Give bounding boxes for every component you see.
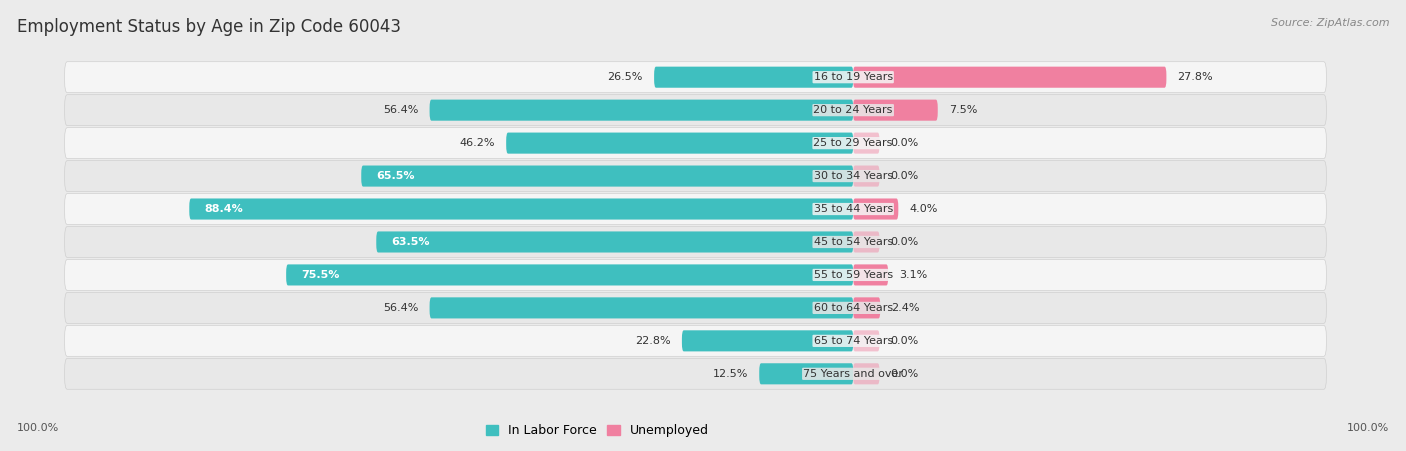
FancyBboxPatch shape bbox=[65, 358, 1326, 389]
Text: 30 to 34 Years: 30 to 34 Years bbox=[814, 171, 893, 181]
Legend: In Labor Force, Unemployed: In Labor Force, Unemployed bbox=[481, 419, 714, 442]
FancyBboxPatch shape bbox=[65, 62, 1326, 93]
FancyBboxPatch shape bbox=[377, 231, 853, 253]
FancyBboxPatch shape bbox=[65, 128, 1326, 159]
Text: 27.8%: 27.8% bbox=[1178, 72, 1213, 82]
FancyBboxPatch shape bbox=[430, 297, 853, 318]
Text: 46.2%: 46.2% bbox=[460, 138, 495, 148]
FancyBboxPatch shape bbox=[287, 264, 853, 285]
Text: 35 to 44 Years: 35 to 44 Years bbox=[814, 204, 893, 214]
FancyBboxPatch shape bbox=[853, 100, 938, 121]
Text: 0.0%: 0.0% bbox=[891, 171, 920, 181]
FancyBboxPatch shape bbox=[506, 133, 853, 154]
FancyBboxPatch shape bbox=[654, 67, 853, 88]
FancyBboxPatch shape bbox=[430, 100, 853, 121]
Text: 55 to 59 Years: 55 to 59 Years bbox=[814, 270, 893, 280]
FancyBboxPatch shape bbox=[853, 198, 898, 220]
Text: 0.0%: 0.0% bbox=[891, 138, 920, 148]
FancyBboxPatch shape bbox=[853, 363, 880, 384]
FancyBboxPatch shape bbox=[65, 95, 1326, 126]
FancyBboxPatch shape bbox=[65, 226, 1326, 258]
Text: Employment Status by Age in Zip Code 60043: Employment Status by Age in Zip Code 600… bbox=[17, 18, 401, 36]
Text: 100.0%: 100.0% bbox=[1347, 423, 1389, 433]
FancyBboxPatch shape bbox=[853, 330, 880, 351]
Text: 20 to 24 Years: 20 to 24 Years bbox=[814, 105, 893, 115]
FancyBboxPatch shape bbox=[853, 133, 880, 154]
FancyBboxPatch shape bbox=[65, 325, 1326, 356]
Text: 12.5%: 12.5% bbox=[713, 369, 748, 379]
FancyBboxPatch shape bbox=[853, 264, 889, 285]
Text: 0.0%: 0.0% bbox=[891, 237, 920, 247]
FancyBboxPatch shape bbox=[682, 330, 853, 351]
FancyBboxPatch shape bbox=[65, 193, 1326, 225]
Text: Source: ZipAtlas.com: Source: ZipAtlas.com bbox=[1271, 18, 1389, 28]
Text: 22.8%: 22.8% bbox=[636, 336, 671, 346]
FancyBboxPatch shape bbox=[361, 166, 853, 187]
FancyBboxPatch shape bbox=[853, 231, 880, 253]
Text: 16 to 19 Years: 16 to 19 Years bbox=[814, 72, 893, 82]
Text: 63.5%: 63.5% bbox=[391, 237, 430, 247]
Text: 45 to 54 Years: 45 to 54 Years bbox=[814, 237, 893, 247]
Text: 25 to 29 Years: 25 to 29 Years bbox=[814, 138, 893, 148]
Text: 65 to 74 Years: 65 to 74 Years bbox=[814, 336, 893, 346]
FancyBboxPatch shape bbox=[190, 198, 853, 220]
FancyBboxPatch shape bbox=[759, 363, 853, 384]
Text: 7.5%: 7.5% bbox=[949, 105, 977, 115]
FancyBboxPatch shape bbox=[65, 161, 1326, 192]
Text: 65.5%: 65.5% bbox=[377, 171, 415, 181]
Text: 56.4%: 56.4% bbox=[382, 303, 419, 313]
FancyBboxPatch shape bbox=[65, 259, 1326, 290]
Text: 60 to 64 Years: 60 to 64 Years bbox=[814, 303, 893, 313]
Text: 100.0%: 100.0% bbox=[17, 423, 59, 433]
Text: 4.0%: 4.0% bbox=[910, 204, 938, 214]
Text: 2.4%: 2.4% bbox=[891, 303, 920, 313]
Text: 75 Years and over: 75 Years and over bbox=[803, 369, 903, 379]
FancyBboxPatch shape bbox=[65, 292, 1326, 323]
Text: 56.4%: 56.4% bbox=[382, 105, 419, 115]
Text: 0.0%: 0.0% bbox=[891, 369, 920, 379]
Text: 75.5%: 75.5% bbox=[301, 270, 340, 280]
Text: 0.0%: 0.0% bbox=[891, 336, 920, 346]
FancyBboxPatch shape bbox=[853, 297, 880, 318]
Text: 26.5%: 26.5% bbox=[607, 72, 643, 82]
Text: 88.4%: 88.4% bbox=[204, 204, 243, 214]
FancyBboxPatch shape bbox=[853, 67, 1167, 88]
Text: 3.1%: 3.1% bbox=[900, 270, 928, 280]
FancyBboxPatch shape bbox=[853, 166, 880, 187]
